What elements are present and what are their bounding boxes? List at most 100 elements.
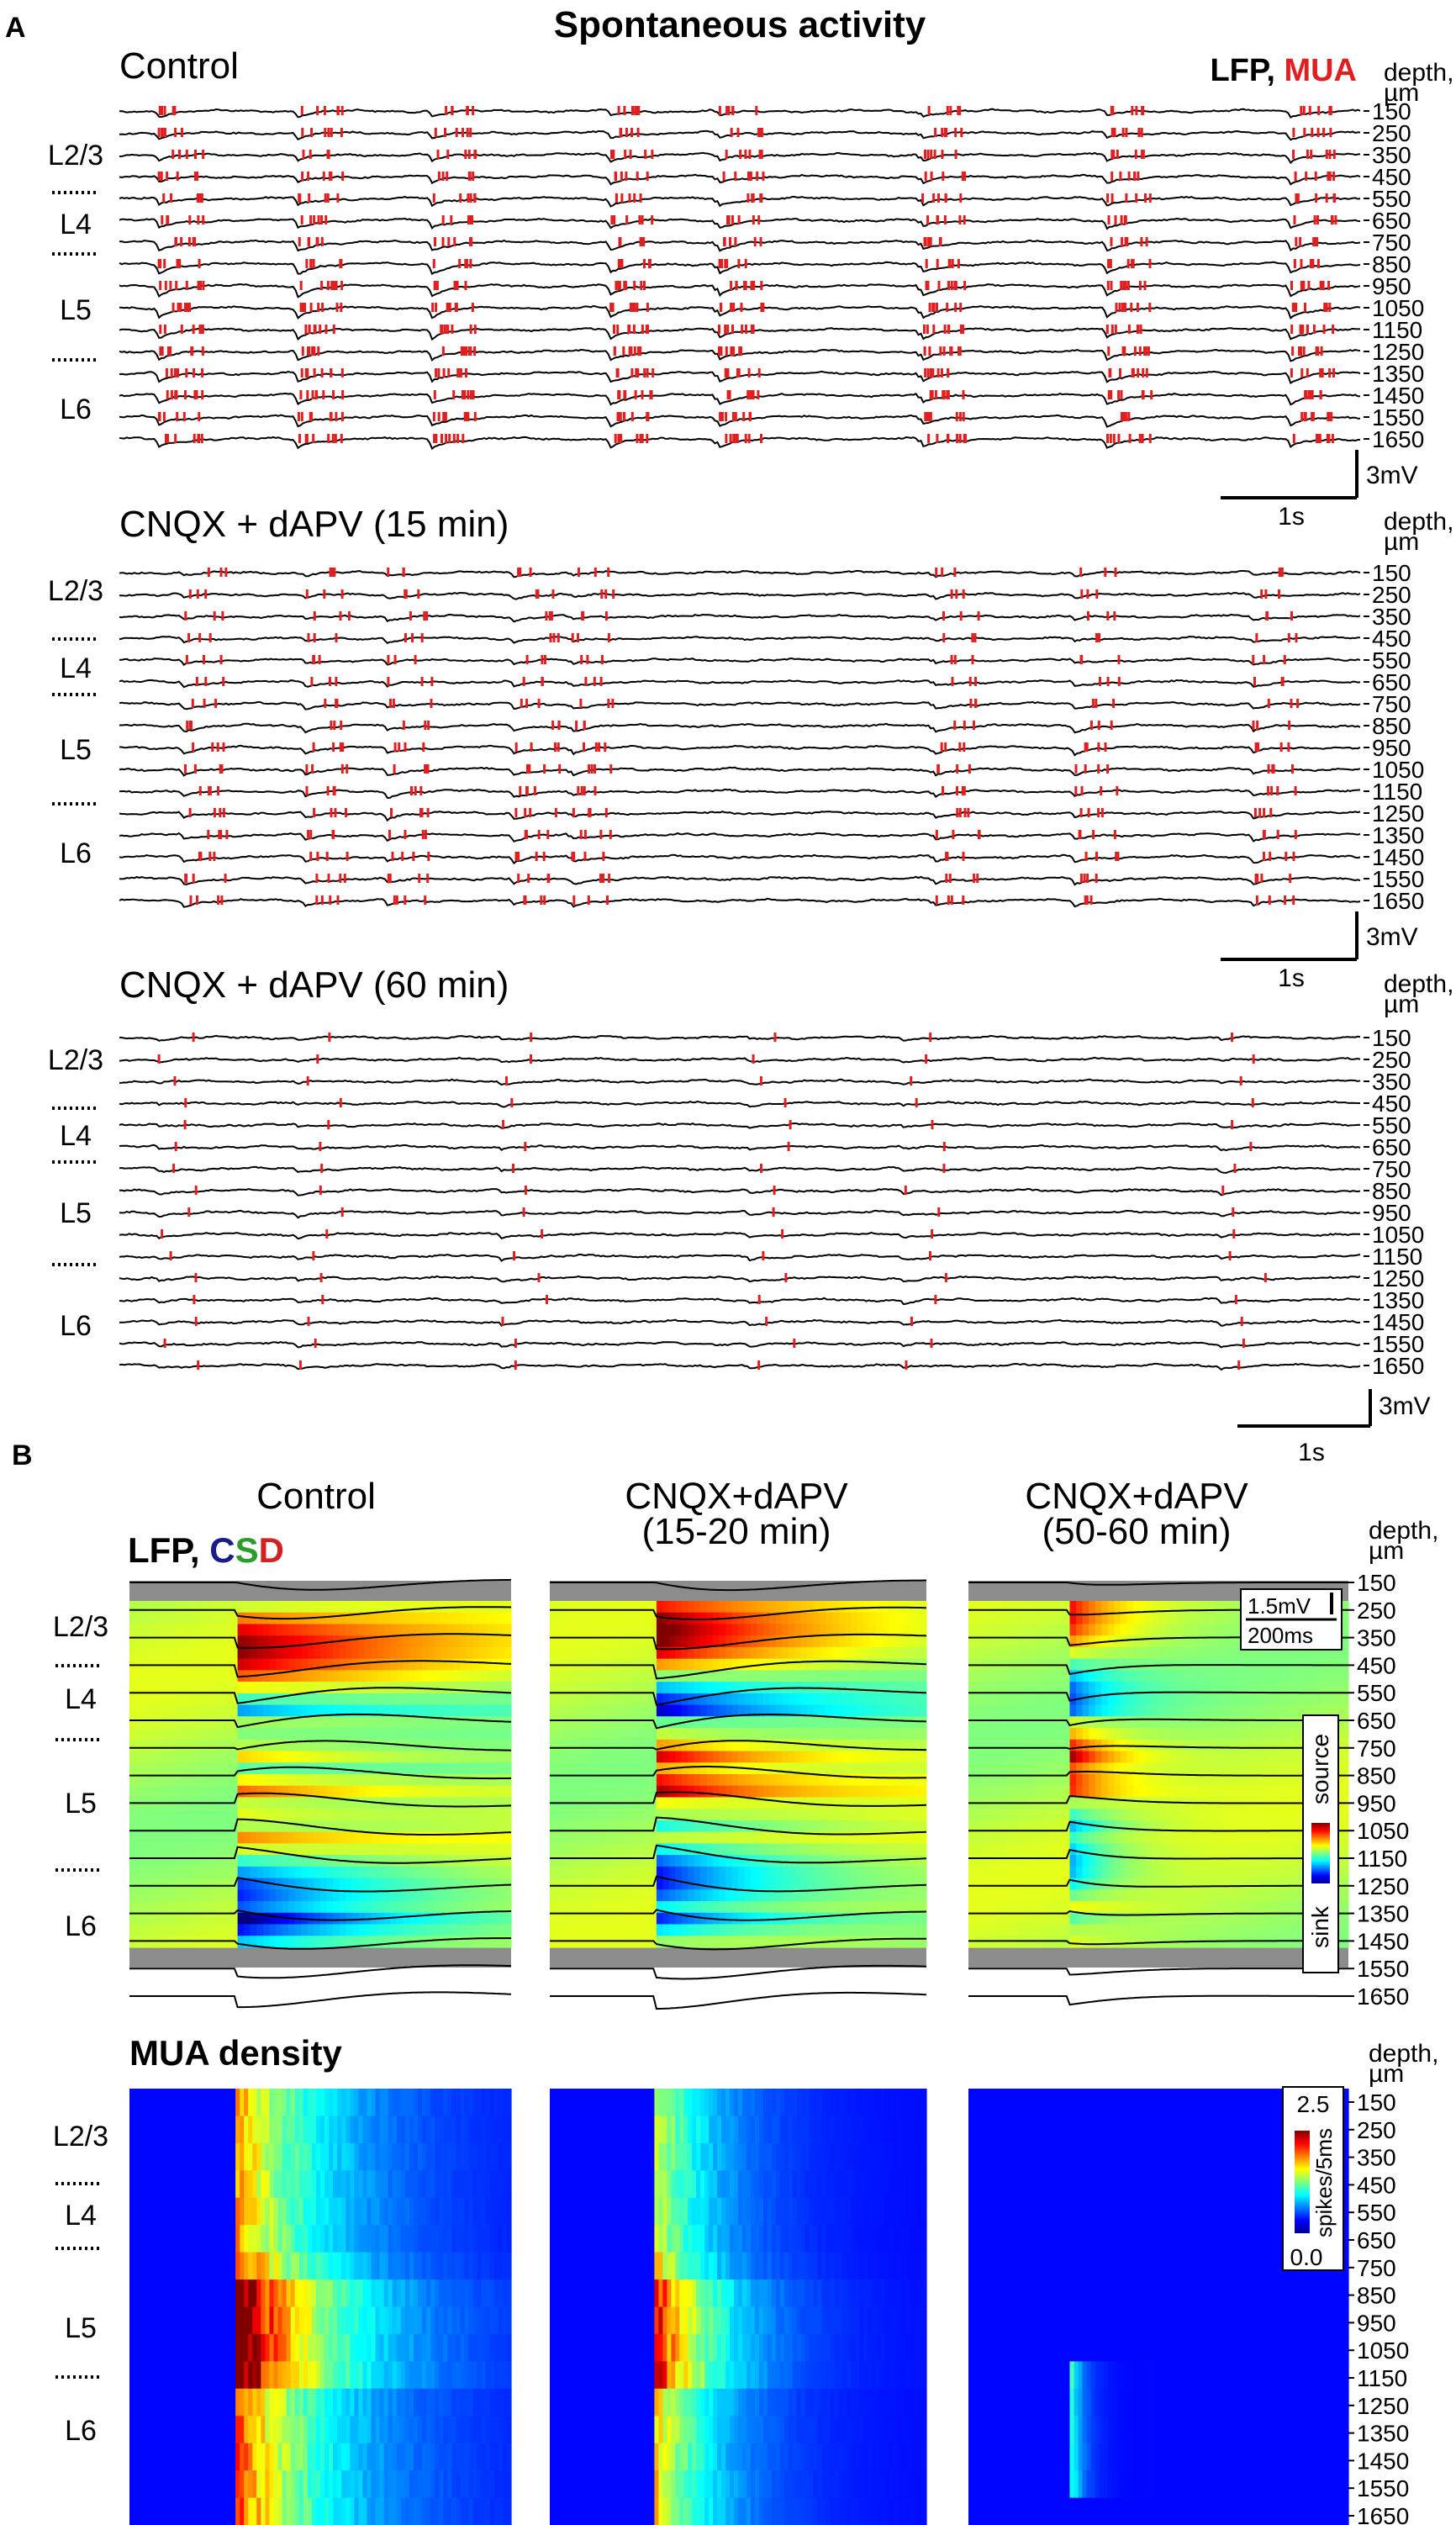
csd-cell [857,1728,864,1741]
mua-spike-mark [335,303,339,312]
mua-spike-mark [297,412,300,421]
csd-cell [914,1693,921,1706]
mua-spike-mark [599,830,603,839]
csd-cell [889,1612,896,1624]
mua-spike-mark [182,412,186,421]
csd-cell [631,1728,639,1741]
csd-cell [857,1682,864,1694]
csd-cell [587,1831,594,1844]
csd-cell [403,1716,410,1729]
csd-cell [351,1912,359,1925]
csd-cell [832,1646,840,1660]
csd-cell [199,1924,207,1936]
mua-spike-mark [760,434,762,443]
csd-cell [371,1820,378,1833]
mua-spike-mark [1237,1360,1241,1370]
depth-header-unit: µm [1384,79,1419,107]
csd-cell [435,1728,442,1741]
csd-cell [713,1704,720,1717]
csd-cell [422,1670,430,1682]
csd-cell [212,1646,219,1660]
csd-cell [750,1624,757,1636]
csd-cell [314,1912,321,1925]
csd-cell [612,1878,620,1890]
csd-cell [675,1831,683,1844]
mua-spike-mark [335,281,338,290]
depth-label: 1350 [1372,822,1424,848]
mua-spike-mark [159,259,162,268]
csd-cell [314,1901,321,1914]
csd-cell [851,1635,858,1648]
mua-spike-mark [184,390,187,399]
csd-cell [422,1624,430,1636]
csd-cell [314,1936,321,1948]
mua-spike-mark [193,172,197,181]
csd-cell [358,1774,366,1787]
csd-cell [838,1635,846,1648]
mua-spike-mark [1138,346,1142,356]
csd-cell [193,1843,200,1856]
csd-cell [599,1774,607,1787]
csd-cell [738,1878,746,1890]
mua-spike-mark [514,808,518,817]
mua-spike-mark [1231,1120,1234,1129]
csd-cell [775,1658,783,1671]
csd-cell [262,1924,271,1936]
mua-spike-mark [1292,128,1295,137]
csd-cell [656,1612,663,1624]
csd-cell [435,1635,442,1648]
mua-spike-mark [935,830,938,839]
csd-cell [568,1831,576,1844]
mua-spike-mark [641,325,644,334]
mua-spike-mark [426,874,430,883]
csd-cell [631,1820,639,1833]
csd-cell [587,1762,594,1775]
csd-cell [662,1646,670,1660]
mua-spike-mark [465,259,468,268]
csd-cell [889,1797,896,1809]
mua-spike-mark [447,368,451,378]
csd-cell [205,1936,213,1948]
mua-spike-mark [545,611,548,621]
mua-spike-mark [1080,589,1084,599]
csd-cell [800,1704,808,1717]
csd-cell [668,1774,676,1787]
csd-cell [587,1704,594,1717]
csd-cell [568,1739,576,1752]
csd-cell [339,1646,346,1660]
csd-cell [403,1866,410,1879]
csd-cell [631,1624,639,1636]
csd-cell [644,1646,652,1660]
layer-label: L6 [60,837,92,869]
csd-cell [800,1739,808,1752]
csd-cell [161,1682,168,1694]
mua-spike-mark [425,611,429,621]
csd-cell [187,1820,194,1833]
csd-cell [738,1612,746,1624]
csd-cell [492,1646,499,1660]
csd-cell [914,1762,921,1775]
csd-cell [762,1866,770,1879]
csd-cell [688,1831,695,1844]
csd-cell [479,1855,487,1867]
csd-cell [694,1866,701,1879]
csd-cell [907,1843,915,1856]
mua-spike-mark [198,633,202,642]
mua-spike-mark [1305,172,1308,181]
mua-spike-mark [950,346,953,356]
csd-cell [619,1878,626,1890]
csd-cell [180,1670,187,1682]
csd-cell [788,1601,795,1614]
csd-cell [212,1924,219,1936]
csd-cell [365,1889,372,1902]
csd-cell [320,1843,328,1856]
csd-cell [237,1843,245,1856]
csd-cell [262,1878,271,1890]
csd-cell [199,1682,207,1694]
mua-spike-mark [305,786,309,795]
csd-cell [820,1612,827,1624]
csd-cell [668,1624,676,1636]
csd-cell [428,1936,435,1948]
csd-cell [320,1635,328,1648]
mua-spike-mark [525,830,528,839]
